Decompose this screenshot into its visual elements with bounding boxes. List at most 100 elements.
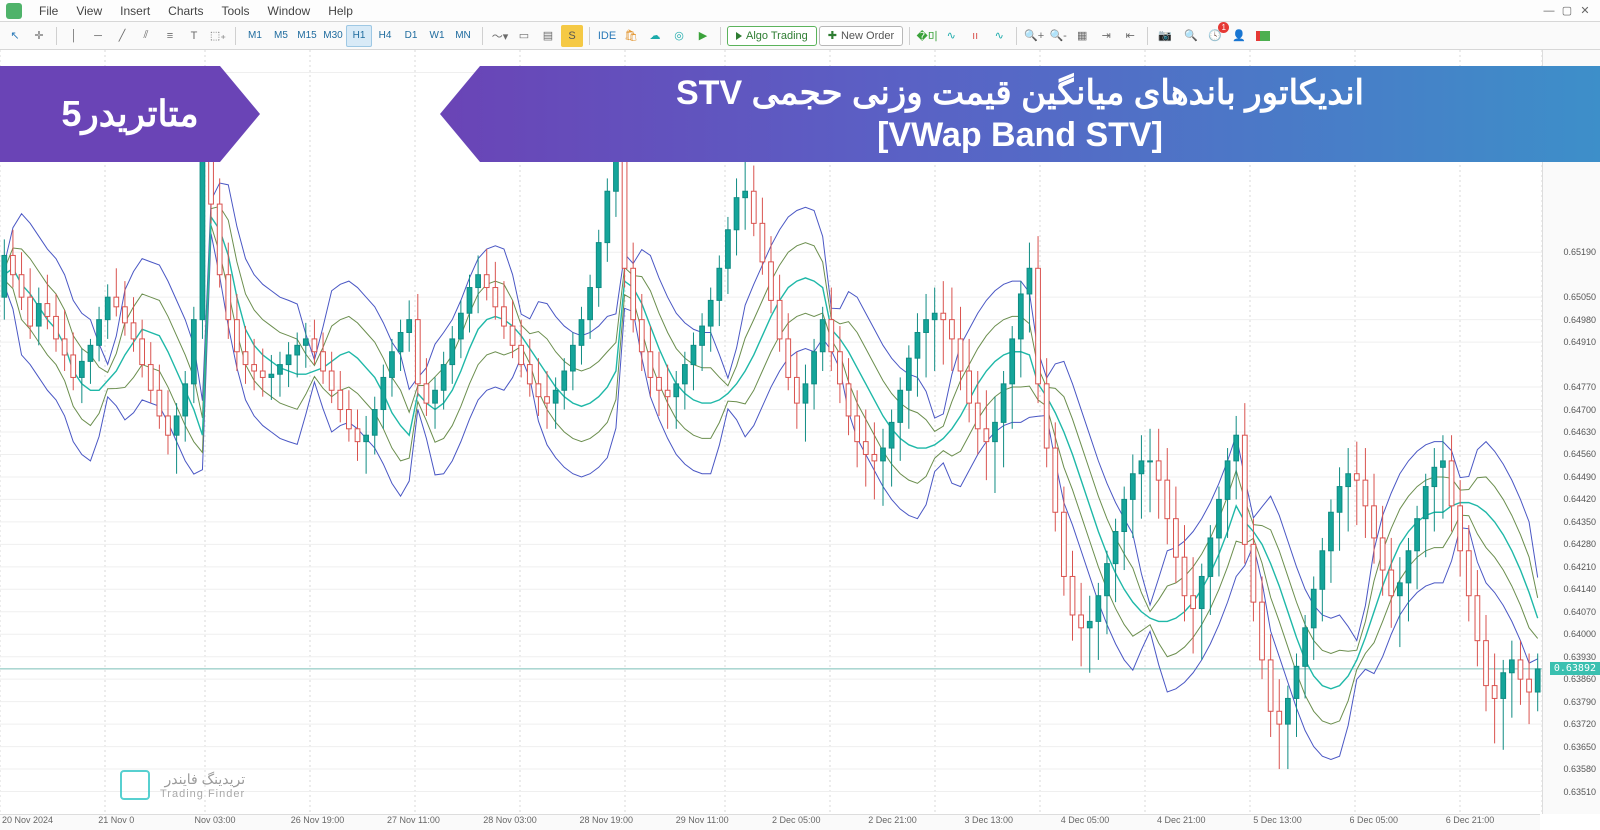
menu-insert[interactable]: Insert <box>111 4 159 18</box>
pulse-icon[interactable]: ∿ <box>988 25 1010 47</box>
last-price-tag: 0.63892 <box>1550 662 1600 675</box>
menu-file[interactable]: File <box>30 4 67 18</box>
depth-icon[interactable]: ∿ <box>940 25 962 47</box>
y-tick: 0.65190 <box>1563 247 1596 257</box>
shift-icon[interactable]: ⇥ <box>1095 25 1117 47</box>
x-tick: 2 Dec 21:00 <box>866 815 962 830</box>
x-tick: 21 Nov 0 <box>96 815 192 830</box>
watermark-icon <box>120 770 150 800</box>
cursor-icon[interactable]: ↖ <box>4 25 26 47</box>
x-tick: 6 Dec 05:00 <box>1348 815 1444 830</box>
x-tick: 5 Dec 13:00 <box>1251 815 1347 830</box>
y-tick: 0.64630 <box>1563 427 1596 437</box>
zoom-out-icon[interactable]: 🔍- <box>1047 25 1069 47</box>
channel-icon[interactable]: ⫽ <box>135 25 157 47</box>
close-icon[interactable]: ✕ <box>1576 4 1594 17</box>
timeframe-h4[interactable]: H4 <box>372 25 398 47</box>
vps-icon[interactable]: ☁ <box>644 25 666 47</box>
ide-button[interactable]: IDE <box>596 25 618 47</box>
minimize-icon[interactable]: — <box>1540 5 1558 17</box>
menu-charts[interactable]: Charts <box>159 4 212 18</box>
notifications-icon[interactable]: 🕓 <box>1204 25 1226 47</box>
main-toolbar: ↖ ✛ │ ─ ╱ ⫽ ≡ T ⬚₊ M1M5M15M30H1H4D1W1MN … <box>0 22 1600 50</box>
vline-icon[interactable]: │ <box>63 25 85 47</box>
title-banner: اندیکاتور باندهای میانگین قیمت وزنی حجمی… <box>440 66 1600 162</box>
plus-icon: ✚ <box>828 29 837 42</box>
y-tick: 0.64280 <box>1563 539 1596 549</box>
timeframe-h1[interactable]: H1 <box>346 25 372 47</box>
new-order-label: New Order <box>841 30 894 42</box>
signals-icon[interactable]: ◎ <box>668 25 690 47</box>
y-tick: 0.64140 <box>1563 584 1596 594</box>
y-tick: 0.64910 <box>1563 337 1596 347</box>
scroll-icon[interactable]: ⇤ <box>1119 25 1141 47</box>
x-tick: 27 Nov 11:00 <box>385 815 481 830</box>
zoom-in-icon[interactable]: 🔍+ <box>1023 25 1045 47</box>
y-tick: 0.64700 <box>1563 405 1596 415</box>
platform-banner: متاتریدر5 <box>0 66 260 162</box>
maximize-icon[interactable]: ▢ <box>1558 4 1576 17</box>
x-tick: 20 Nov 2024 <box>0 815 96 830</box>
x-tick: 28 Nov 19:00 <box>578 815 674 830</box>
y-tick: 0.63580 <box>1563 764 1596 774</box>
trend-icon[interactable]: ╱ <box>111 25 133 47</box>
x-axis: 20 Nov 202421 Nov 0Nov 03:0026 Nov 19:00… <box>0 814 1540 830</box>
chart-area[interactable]: 0.657500.651900.650500.649800.649100.647… <box>0 50 1600 830</box>
x-tick: 4 Dec 05:00 <box>1059 815 1155 830</box>
timeframe-m1[interactable]: M1 <box>242 25 268 47</box>
menu-tools[interactable]: Tools <box>213 4 259 18</box>
search-icon[interactable]: 🔍 <box>1180 25 1202 47</box>
dm-buy-icon[interactable]: �미 <box>916 25 938 47</box>
x-tick: 2 Dec 05:00 <box>770 815 866 830</box>
watermark-en: Trading Finder <box>160 788 245 800</box>
new-order-button[interactable]: ✚ New Order <box>819 26 903 46</box>
strategy-icon[interactable]: S <box>561 25 583 47</box>
zoom-group-icon[interactable]: ▭ <box>513 25 535 47</box>
autotrade-play-icon[interactable]: ▶ <box>692 25 714 47</box>
timeframe-m15[interactable]: M15 <box>294 25 320 47</box>
x-tick: 4 Dec 21:00 <box>1155 815 1251 830</box>
objects-icon[interactable]: ⬚₊ <box>207 25 229 47</box>
y-tick: 0.64000 <box>1563 629 1596 639</box>
menu-bar: File View Insert Charts Tools Window Hel… <box>0 0 1600 22</box>
watermark: تریدینگ فایندر Trading Finder <box>120 770 245 800</box>
fibo-icon[interactable]: ≡ <box>159 25 181 47</box>
dm-sell-icon[interactable]: ıı <box>964 25 986 47</box>
y-tick: 0.63790 <box>1563 697 1596 707</box>
menu-window[interactable]: Window <box>259 4 320 18</box>
y-tick: 0.65050 <box>1563 292 1596 302</box>
x-tick: 6 Dec 21:00 <box>1444 815 1540 830</box>
menu-help[interactable]: Help <box>319 4 362 18</box>
hline-icon[interactable]: ─ <box>87 25 109 47</box>
y-tick: 0.64070 <box>1563 607 1596 617</box>
connection-icon[interactable] <box>1252 25 1274 47</box>
text-icon[interactable]: T <box>183 25 205 47</box>
camera-icon[interactable]: 📷 <box>1154 25 1176 47</box>
y-tick: 0.64350 <box>1563 517 1596 527</box>
crosshair-icon[interactable]: ✛ <box>28 25 50 47</box>
algo-trading-button[interactable]: Algo Trading <box>727 26 817 46</box>
title-line1: اندیکاتور باندهای میانگین قیمت وزنی حجمی… <box>676 72 1364 115</box>
timeframe-w1[interactable]: W1 <box>424 25 450 47</box>
market-icon[interactable]: 🛍 <box>620 25 642 47</box>
y-axis: 0.657500.651900.650500.649800.649100.647… <box>1542 50 1600 814</box>
play-icon <box>736 32 742 40</box>
account-icon[interactable]: 👤 <box>1228 25 1250 47</box>
y-tick: 0.63720 <box>1563 719 1596 729</box>
y-tick: 0.64980 <box>1563 315 1596 325</box>
linechart-icon[interactable]: 〜▾ <box>489 25 511 47</box>
y-tick: 0.63650 <box>1563 742 1596 752</box>
y-tick: 0.63930 <box>1563 652 1596 662</box>
timeframe-group: M1M5M15M30H1H4D1W1MN <box>242 25 476 47</box>
timeframe-m5[interactable]: M5 <box>268 25 294 47</box>
timeframe-m30[interactable]: M30 <box>320 25 346 47</box>
y-tick: 0.63860 <box>1563 674 1596 684</box>
tile-icon[interactable]: ▦ <box>1071 25 1093 47</box>
menu-view[interactable]: View <box>67 4 111 18</box>
y-tick: 0.64420 <box>1563 494 1596 504</box>
timeframe-d1[interactable]: D1 <box>398 25 424 47</box>
watermark-fa: تریدینگ فایندر <box>160 771 245 788</box>
timeframe-mn[interactable]: MN <box>450 25 476 47</box>
x-tick: 26 Nov 19:00 <box>289 815 385 830</box>
indicators-icon[interactable]: ▤ <box>537 25 559 47</box>
